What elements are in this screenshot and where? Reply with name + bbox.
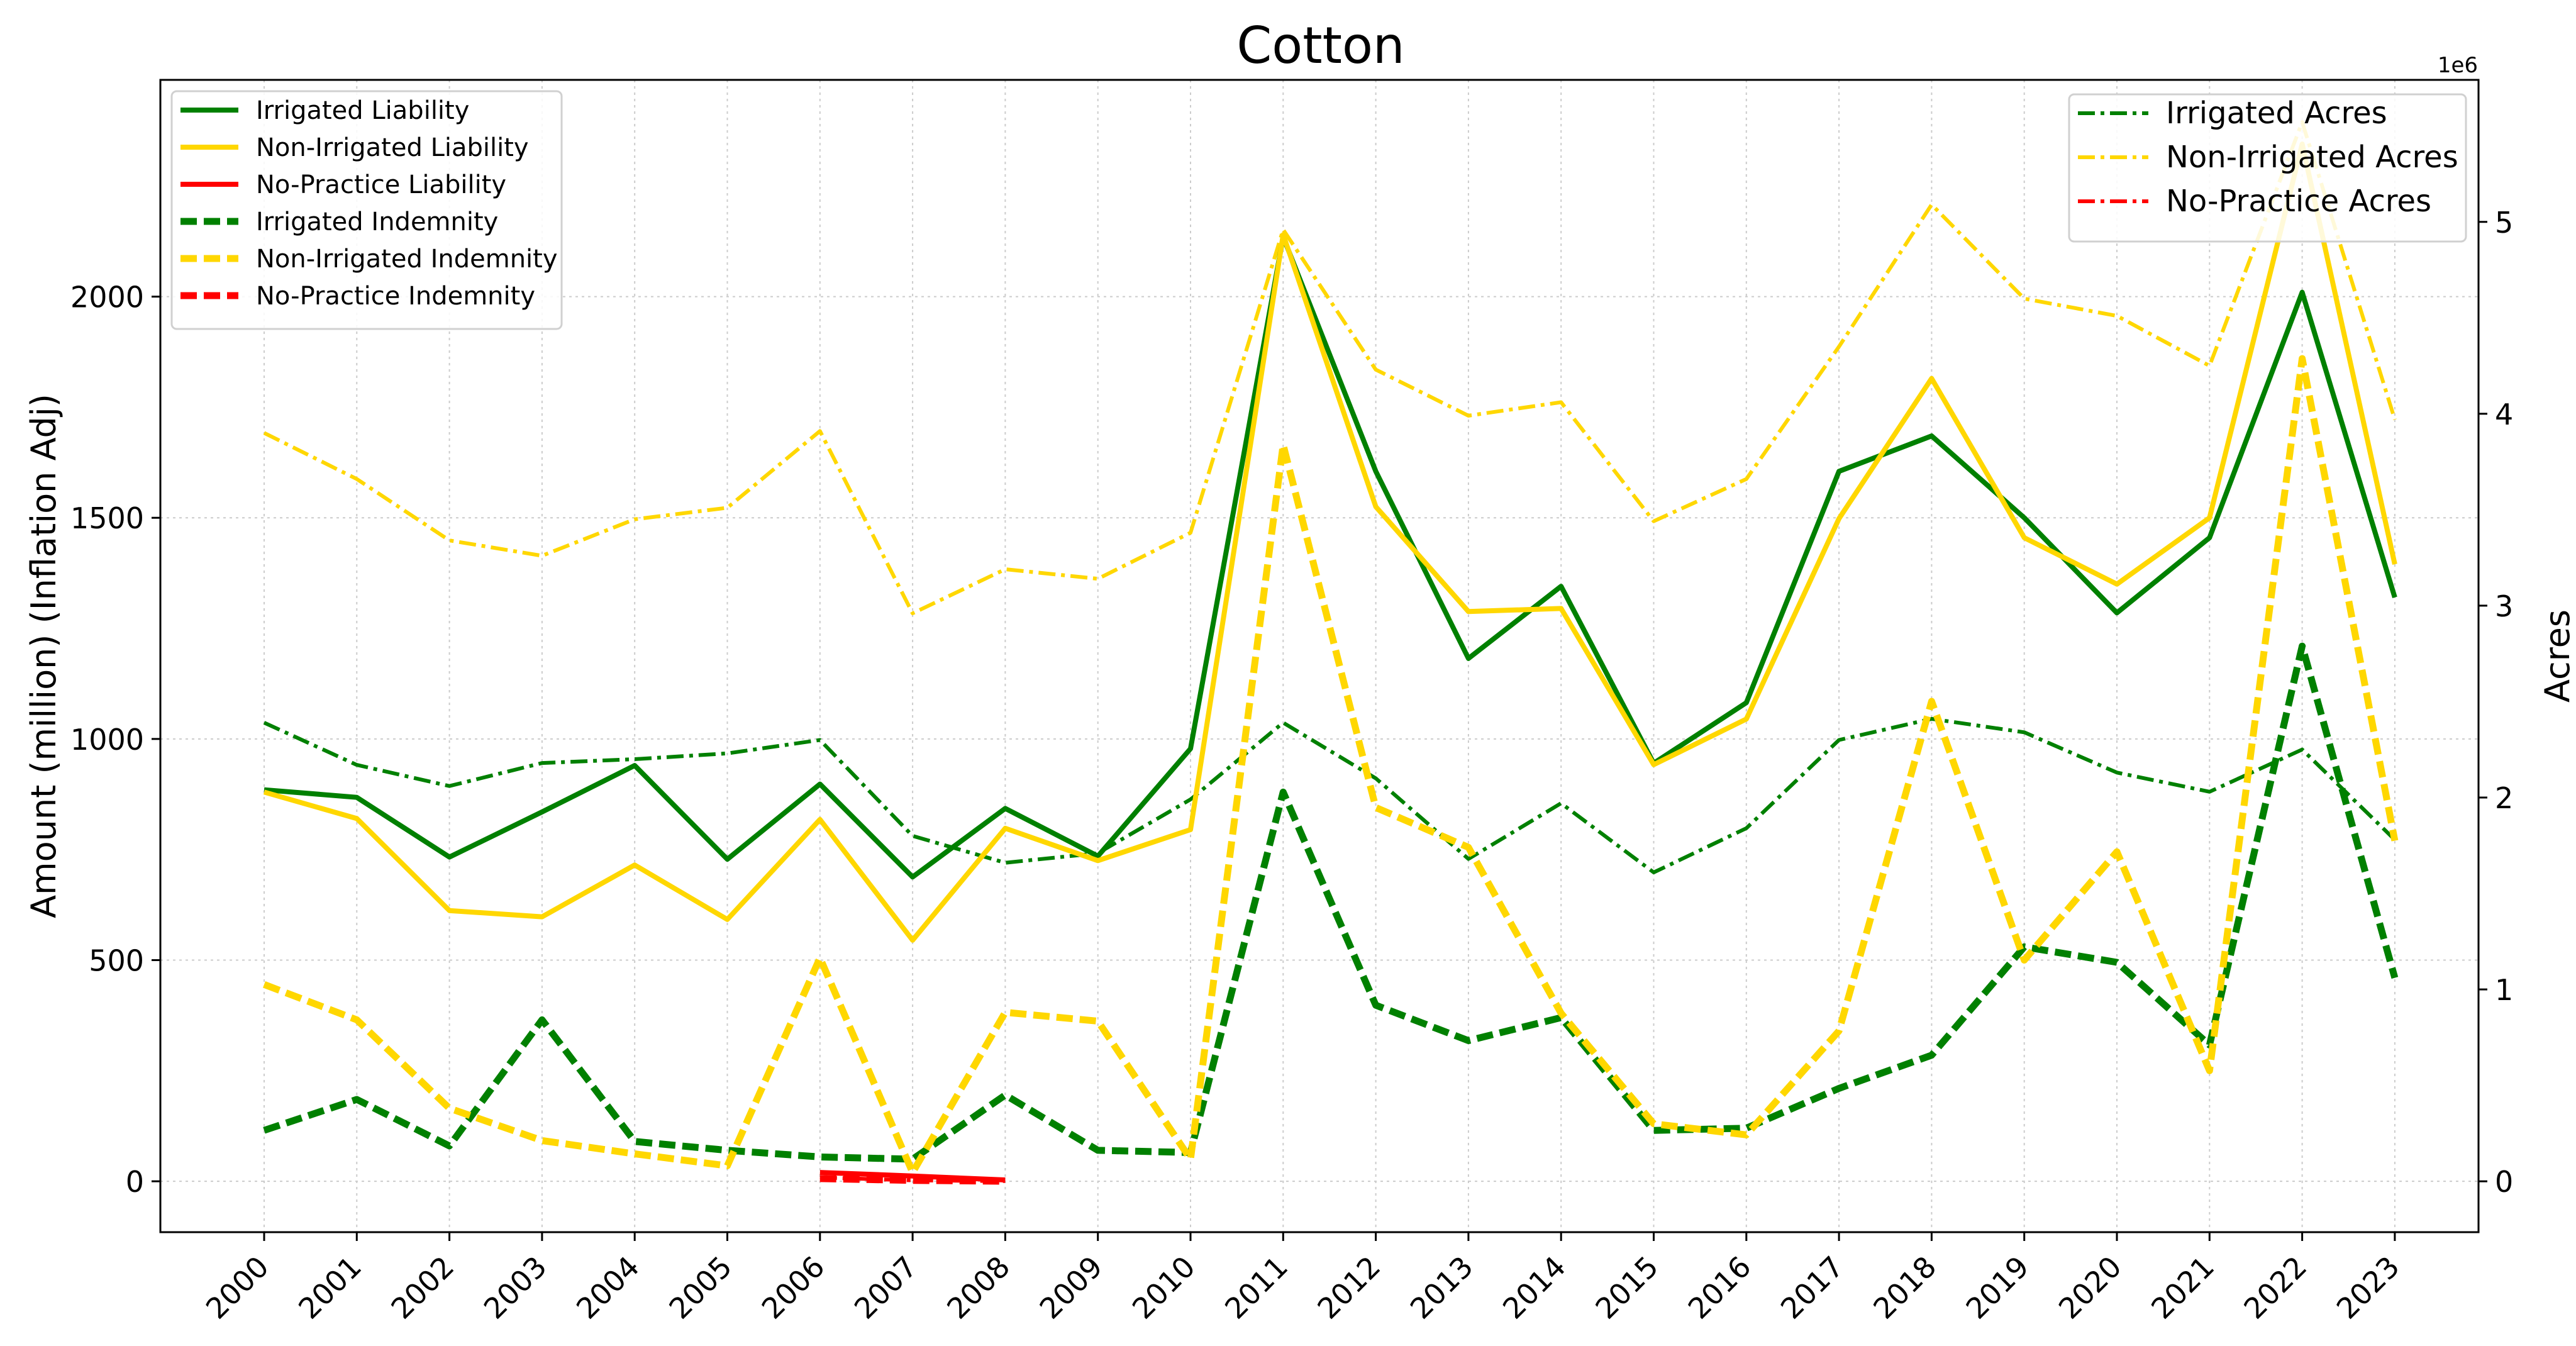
x-tick-label: 2002: [384, 1250, 460, 1326]
series-irrigated-indemnity: [263, 642, 2399, 1163]
x-tick-label: 2006: [755, 1250, 831, 1326]
legend-label: No-Practice Indemnity: [256, 282, 535, 311]
x-tick-label: 2021: [2145, 1250, 2221, 1326]
legend-label: Irrigated Acres: [2166, 96, 2387, 131]
x-tick-label: 2013: [1404, 1250, 1480, 1326]
y-tick-label-left: 0: [126, 1165, 144, 1199]
series-lines: [263, 120, 2399, 1185]
series-non-irrigated-acres: [263, 120, 2397, 616]
y-tick-label-right: 1: [2495, 973, 2513, 1007]
x-tick-label: 2012: [1311, 1250, 1387, 1326]
x-tick-label: 2017: [1774, 1250, 1850, 1326]
legend-label: No-Practice Liability: [256, 170, 506, 199]
y-tick-label-left: 500: [89, 943, 144, 977]
y-axis-label-left: Amount (million) (Inflation Adj): [24, 394, 64, 918]
series-no-practice-indemnity: [819, 1175, 1006, 1185]
y-tick-label-right: 2: [2495, 781, 2513, 815]
x-tick-label: 2003: [477, 1250, 553, 1326]
legend-label: Non-Irrigated Acres: [2166, 140, 2458, 175]
x-tick-label: 2015: [1589, 1250, 1665, 1326]
x-tick-label: 2023: [2330, 1250, 2406, 1326]
y-tick-label-right: 0: [2495, 1165, 2513, 1199]
y-axis-label-right: Acres: [2538, 609, 2576, 703]
right-axis-multiplier: 1e6: [2438, 53, 2478, 78]
x-tick-label: 2009: [1033, 1250, 1109, 1326]
legend-right: Irrigated Acres Non-Irrigated Acres No-Pra…: [2068, 93, 2467, 243]
series-non-irrigated-indemnity: [263, 355, 2399, 1176]
legend-label: Irrigated Indemnity: [256, 208, 498, 236]
y-tick-label-right: 3: [2495, 589, 2513, 623]
x-tick-label: 2011: [1218, 1250, 1294, 1326]
x-tick-label: 2001: [292, 1250, 368, 1326]
series-irrigated-acres: [263, 716, 2396, 874]
x-tick-label: 2014: [1496, 1250, 1572, 1326]
y-tick-label-left: 1500: [70, 501, 144, 535]
x-tick-label: 2004: [570, 1250, 646, 1326]
x-tick-label: 2008: [940, 1250, 1016, 1326]
legend-label: Irrigated Liability: [256, 96, 469, 125]
x-tick-label: 2016: [1682, 1250, 1758, 1326]
x-tick-label: 2007: [848, 1250, 924, 1326]
x-tick-label: 2020: [2052, 1250, 2128, 1326]
chart-title: Cotton: [1236, 16, 1404, 75]
legend-left: Irrigated Liability Non-Irrigated Liabili…: [170, 90, 563, 330]
y-tick-label-left: 1000: [70, 723, 144, 757]
x-tick-label: 2010: [1126, 1250, 1202, 1326]
x-tick-label: 2018: [1867, 1250, 1943, 1326]
series-non-irrigated-liability: [263, 142, 2397, 943]
x-tick-label: 2000: [199, 1250, 275, 1326]
series-irrigated-liability: [264, 234, 2397, 880]
y-tick-label-right: 4: [2495, 398, 2513, 431]
legend-label: No-Practice Acres: [2166, 184, 2431, 219]
legend-label: Non-Irrigated Indemnity: [256, 245, 558, 274]
legend-box: [2068, 93, 2467, 243]
y-tick-label-right: 5: [2495, 206, 2513, 240]
x-tick-label: 2005: [662, 1250, 738, 1326]
x-tick-label: 2019: [1960, 1250, 2036, 1326]
legend-box: [170, 90, 563, 330]
plot-frame: [159, 79, 2480, 1233]
x-tick-label: 2022: [2237, 1250, 2313, 1326]
y-tick-label-left: 2000: [70, 281, 144, 314]
legend-label: Non-Irrigated Liability: [256, 133, 529, 162]
